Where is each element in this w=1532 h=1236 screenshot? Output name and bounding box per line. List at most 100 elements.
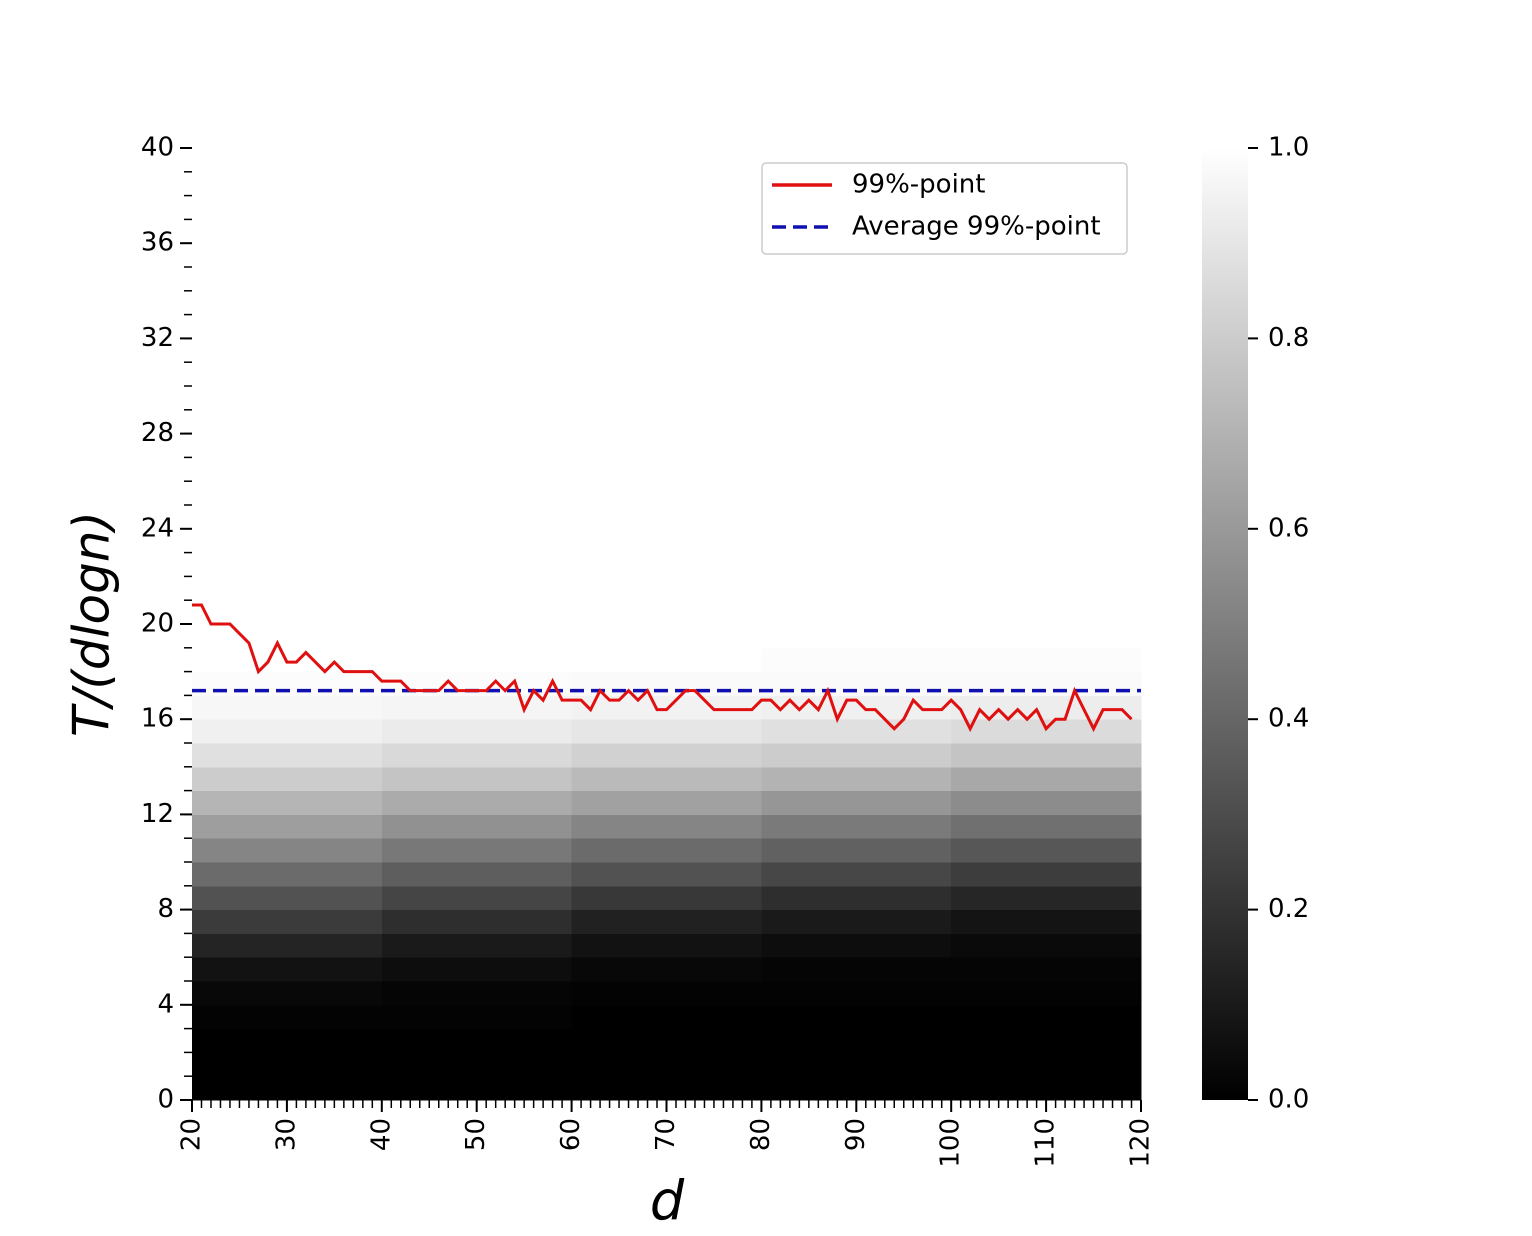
y-tick-label: 16 — [141, 704, 174, 734]
heatmap-cell — [571, 957, 762, 982]
y-tick-label: 24 — [141, 513, 174, 543]
heatmap-cell — [192, 790, 383, 815]
heatmap-cell — [192, 267, 383, 292]
heatmap-cell — [192, 885, 383, 911]
x-tick-label: 60 — [556, 1118, 586, 1151]
heatmap-cell — [571, 838, 762, 863]
heatmap-cell — [761, 743, 952, 768]
heatmap-cell — [381, 624, 573, 649]
y-tick-label: 32 — [141, 323, 174, 353]
heatmap-cell — [761, 647, 952, 673]
heatmap-cell — [192, 600, 383, 625]
heatmap-cell — [192, 862, 383, 887]
heatmap-cell — [951, 600, 1142, 625]
heatmap-cell — [381, 743, 573, 768]
heatmap-cell — [381, 386, 573, 411]
heatmap-cell — [192, 981, 383, 1006]
y-tick-label: 40 — [141, 133, 174, 163]
heatmap-cell — [761, 409, 952, 435]
heatmap-cell — [571, 219, 762, 244]
y-tick-label: 0 — [157, 1085, 174, 1115]
heatmap-cell — [571, 171, 762, 197]
y-axis-label: T/(dlogn) — [63, 511, 121, 737]
line-series — [192, 603, 1133, 733]
heatmap — [192, 148, 1142, 1101]
heatmap-cell — [381, 981, 573, 1006]
heatmap-cell — [192, 219, 383, 244]
heatmap-cell — [951, 433, 1142, 458]
heatmap-cell — [192, 148, 383, 173]
heatmap-cell — [192, 576, 383, 601]
heatmap-cell — [571, 1076, 762, 1101]
heatmap-cell — [571, 195, 762, 220]
heatmap-cell — [761, 1028, 952, 1053]
heatmap-cell — [381, 862, 573, 887]
heatmap-cell — [761, 576, 952, 601]
heatmap-cell — [761, 766, 952, 792]
heatmap-cell — [951, 362, 1142, 387]
heatmap-cell — [761, 624, 952, 649]
heatmap-cell — [192, 766, 383, 792]
heatmap-cell — [761, 314, 952, 339]
heatmap-cell — [381, 576, 573, 601]
heatmap-cell — [192, 838, 383, 863]
heatmap-cell — [192, 314, 383, 339]
heatmap-cell — [571, 933, 762, 958]
x-tick-label: 110 — [1031, 1118, 1061, 1168]
heatmap-cell — [571, 505, 762, 530]
heatmap-cell — [192, 719, 383, 744]
heatmap-cell — [571, 814, 762, 839]
heatmap-cell — [571, 909, 762, 934]
heatmap-cell — [381, 552, 573, 577]
heatmap-cell — [761, 338, 952, 363]
heatmap-cell — [951, 338, 1142, 363]
heatmap-cell — [951, 695, 1142, 720]
heatmap-cell — [761, 386, 952, 411]
y-tick-label: 28 — [141, 418, 174, 448]
colorbar-tick-label: 0.4 — [1268, 704, 1309, 734]
heatmap-cell — [192, 338, 383, 363]
heatmap-cell — [381, 814, 573, 839]
heatmap-cell — [192, 743, 383, 768]
y-tick-label: 12 — [141, 799, 174, 829]
heatmap-cell — [761, 814, 952, 839]
heatmap-cell — [761, 909, 952, 934]
heatmap-cell — [571, 624, 762, 649]
colorbar-tick-label: 0.6 — [1268, 513, 1309, 543]
heatmap-cell — [571, 148, 762, 173]
heatmap-cell — [951, 528, 1142, 554]
x-tick-label: 120 — [1126, 1118, 1156, 1168]
heatmap-cell — [192, 1028, 383, 1053]
heatmap-cell — [761, 862, 952, 887]
heatmap-cell — [571, 243, 762, 268]
heatmap-cell — [761, 957, 952, 982]
heatmap-cell — [381, 148, 573, 173]
colorbar-tick-label: 0.0 — [1268, 1085, 1309, 1115]
heatmap-cell — [571, 481, 762, 506]
heatmap-cell — [951, 481, 1142, 506]
heatmap-cell — [571, 766, 762, 792]
heatmap-cell — [192, 624, 383, 649]
heatmap-cell — [192, 171, 383, 197]
heatmap-cell — [192, 933, 383, 958]
y-tick-label: 4 — [157, 989, 174, 1019]
y-tick-label: 20 — [141, 609, 174, 639]
y-tick-label: 36 — [141, 228, 174, 258]
heatmap-cell — [381, 457, 573, 482]
heatmap-cell — [761, 1076, 952, 1101]
heatmap-cell — [571, 1052, 762, 1077]
heatmap-cell — [761, 267, 952, 292]
heatmap-cell — [571, 290, 762, 316]
legend: 99%-point Average 99%-point — [761, 162, 1128, 255]
heatmap-cell — [951, 933, 1142, 958]
heatmap-cell — [761, 1052, 952, 1077]
heatmap-cell — [761, 790, 952, 815]
heatmap-cell — [192, 528, 383, 554]
heatmap-cell — [381, 1004, 573, 1030]
heatmap-cell — [192, 814, 383, 839]
heatmap-cell — [381, 1028, 573, 1053]
heatmap-cell — [951, 909, 1142, 934]
heatmap-cell — [951, 576, 1142, 601]
x-tick-label: 90 — [841, 1118, 871, 1151]
